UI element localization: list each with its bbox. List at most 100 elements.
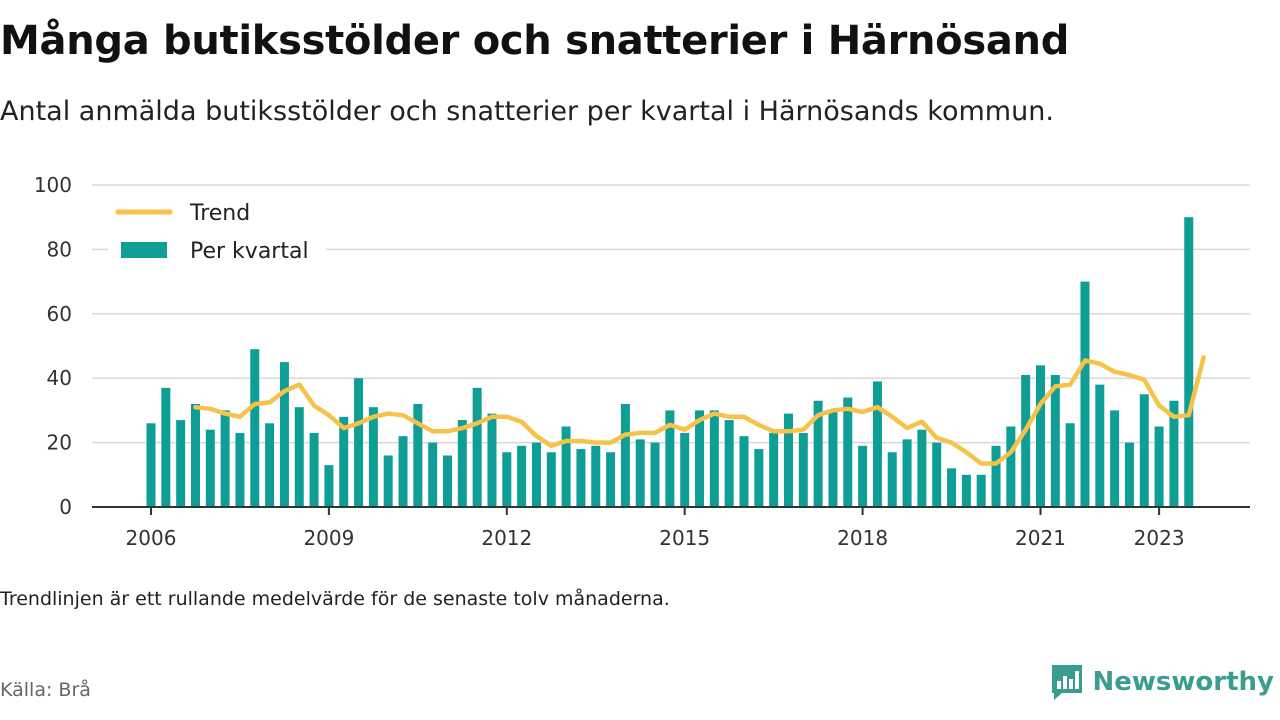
bar	[220, 410, 230, 507]
bar	[961, 474, 971, 507]
bar	[546, 452, 556, 507]
bar	[309, 432, 319, 507]
bar	[917, 429, 927, 507]
bar	[828, 410, 838, 507]
bar	[368, 407, 378, 507]
brand-name: Newsworthy	[1092, 667, 1274, 697]
x-tick-label: 2012	[481, 526, 532, 550]
axis-layer: 2006 2009 2012 2015 2018 2021 2023	[92, 506, 1250, 550]
x-tick-label: 2018	[837, 526, 888, 550]
bar	[665, 410, 675, 507]
bar	[724, 420, 734, 507]
legend: Trend Per kvartal	[108, 193, 326, 271]
bar	[902, 439, 912, 507]
bar	[798, 432, 808, 507]
bar	[235, 432, 245, 507]
bar	[754, 449, 764, 507]
bar	[502, 452, 512, 507]
bar	[872, 381, 882, 507]
chart-svg: 0 20 40 60 80 100 2006 2009 2012 2015 2018 2021 202…	[34, 173, 1250, 550]
bar	[1139, 394, 1149, 507]
bar	[976, 474, 986, 507]
bar	[1065, 423, 1075, 507]
bar	[190, 403, 200, 507]
legend-bar-label: Per kvartal	[190, 239, 309, 264]
bar	[709, 410, 719, 507]
bar	[487, 413, 497, 507]
bar	[161, 387, 171, 507]
chart-subtitle: Antal anmälda butiksstölder och snatteri…	[0, 96, 1054, 127]
bar	[517, 445, 527, 507]
bar	[472, 387, 482, 507]
bar	[443, 455, 452, 507]
bar	[1110, 410, 1120, 507]
y-tick-label: 60	[47, 302, 72, 326]
bar	[176, 420, 186, 507]
bar	[1124, 442, 1134, 507]
bar	[1080, 281, 1090, 507]
bar	[1095, 384, 1105, 507]
bar	[1036, 365, 1045, 507]
x-tick-label: 2009	[303, 526, 354, 550]
bar	[205, 429, 215, 507]
bar	[858, 445, 868, 507]
trend-layer	[193, 355, 1206, 466]
bar	[769, 432, 779, 507]
x-tick-label: 2021	[1015, 526, 1066, 550]
bar	[250, 349, 260, 507]
bar	[1154, 426, 1164, 507]
bar	[620, 403, 630, 507]
legend-trend-label: Trend	[189, 201, 250, 226]
bar	[695, 410, 705, 507]
source-credit: Källa: Brå	[0, 679, 91, 701]
bar	[680, 432, 690, 507]
brand-logo[interactable]: Newsworthy	[1049, 662, 1274, 702]
bar	[561, 426, 571, 507]
bar	[783, 413, 793, 507]
bar	[294, 407, 304, 507]
bar	[635, 439, 645, 507]
bar	[606, 452, 616, 507]
bar-layer	[146, 217, 1194, 507]
bar	[383, 455, 393, 507]
bar	[1169, 400, 1179, 507]
x-tick-label: 2015	[659, 526, 710, 550]
chart-title: Många butiksstölder och snatterier i Här…	[0, 18, 1070, 64]
y-tick-label: 40	[47, 366, 72, 390]
bar	[457, 420, 467, 507]
bar	[324, 465, 334, 507]
bar	[576, 449, 586, 507]
bar	[843, 397, 853, 507]
bar	[739, 436, 749, 507]
bar	[428, 442, 438, 507]
bar	[398, 436, 408, 507]
legend-bar-swatch	[121, 242, 167, 258]
bar	[279, 362, 289, 507]
bar	[531, 442, 541, 507]
bar	[1006, 426, 1016, 507]
bar	[813, 400, 823, 507]
bar	[146, 423, 156, 507]
x-tick-label: 2023	[1134, 526, 1185, 550]
bar	[354, 378, 364, 507]
bar	[991, 445, 1001, 507]
bar	[887, 452, 897, 507]
y-tick-label: 20	[47, 431, 72, 455]
bar	[1021, 374, 1031, 507]
bar	[413, 403, 423, 507]
bar	[591, 445, 601, 507]
y-tick-label: 80	[47, 237, 72, 261]
bar	[1184, 217, 1194, 507]
y-tick-label: 100	[34, 173, 72, 197]
trend-line	[193, 355, 1206, 466]
bar	[947, 468, 957, 507]
bar	[650, 442, 660, 507]
x-tick-label: 2006	[126, 526, 177, 550]
bar	[339, 416, 349, 507]
footnote: Trendlinjen är ett rullande medelvärde f…	[0, 588, 670, 610]
bar	[1050, 374, 1060, 507]
y-tick-label: 0	[59, 495, 72, 519]
bar	[265, 423, 275, 507]
newsworthy-logo-icon	[1051, 665, 1082, 700]
bar	[932, 442, 942, 507]
